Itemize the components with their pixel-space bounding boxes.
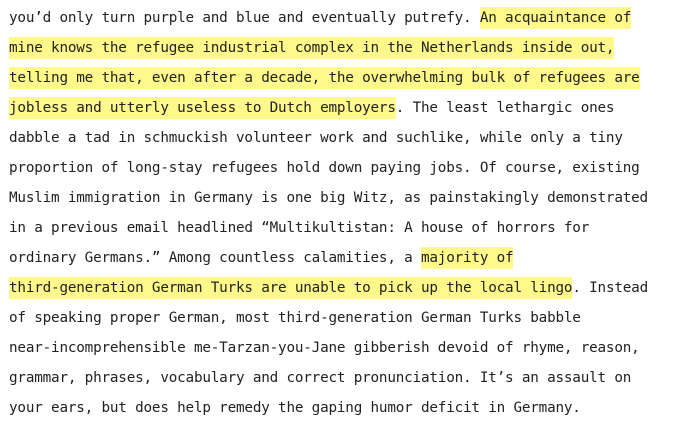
highlighted-text: An acquaintance of <box>479 7 631 29</box>
text-run: of speaking proper German, most third-ge… <box>9 310 581 326</box>
highlighted-text: third-generation German Turks are unable… <box>9 277 573 299</box>
text-run: . The least lethargic ones <box>395 100 615 116</box>
text-line: grammar, phrases, vocabulary and correct… <box>9 363 685 393</box>
text-run: . Instead <box>572 280 648 296</box>
text-line: Muslim immigration in Germany is one big… <box>9 183 685 213</box>
text-line: mine knows the refugee industrial comple… <box>9 33 685 63</box>
text-line: in a previous email headlined “Multikult… <box>9 213 685 243</box>
text-run: dabble a tad in schmuckish volunteer wor… <box>9 130 623 146</box>
text-run: in a previous email headlined “Multikult… <box>9 220 590 236</box>
text-line: your ears, but does help remedy the gapi… <box>9 393 685 423</box>
text-line: dabble a tad in schmuckish volunteer wor… <box>9 123 685 153</box>
text-line: jobless and utterly useless to Dutch emp… <box>9 93 685 123</box>
text-run: near-incomprehensible me-Tarzan-you-Jane… <box>9 340 640 356</box>
text-line: of speaking proper German, most third-ge… <box>9 303 685 333</box>
text-line: ordinary Germans.” Among countless calam… <box>9 243 685 273</box>
text-run: Muslim immigration in Germany is one big… <box>9 190 648 206</box>
text-line: near-incomprehensible me-Tarzan-you-Jane… <box>9 333 685 363</box>
text-line: third-generation German Turks are unable… <box>9 273 685 303</box>
document-body: you’d only turn purple and blue and even… <box>9 3 685 423</box>
highlighted-text: telling me that, even after a decade, th… <box>9 67 640 89</box>
highlighted-text: mine knows the refugee industrial comple… <box>9 37 615 59</box>
text-line: you’d only turn purple and blue and even… <box>9 3 685 33</box>
text-run: grammar, phrases, vocabulary and correct… <box>9 370 632 386</box>
highlighted-text: jobless and utterly useless to Dutch emp… <box>9 97 396 119</box>
text-run: your ears, but does help remedy the gapi… <box>9 400 581 416</box>
text-run: ordinary Germans.” Among countless calam… <box>9 250 421 266</box>
text-run: proportion of long-stay refugees hold do… <box>9 160 640 176</box>
highlighted-text: majority of <box>420 247 514 269</box>
text-line: proportion of long-stay refugees hold do… <box>9 153 685 183</box>
text-run: you’d only turn purple and blue and even… <box>9 10 480 26</box>
text-line: telling me that, even after a decade, th… <box>9 63 685 93</box>
